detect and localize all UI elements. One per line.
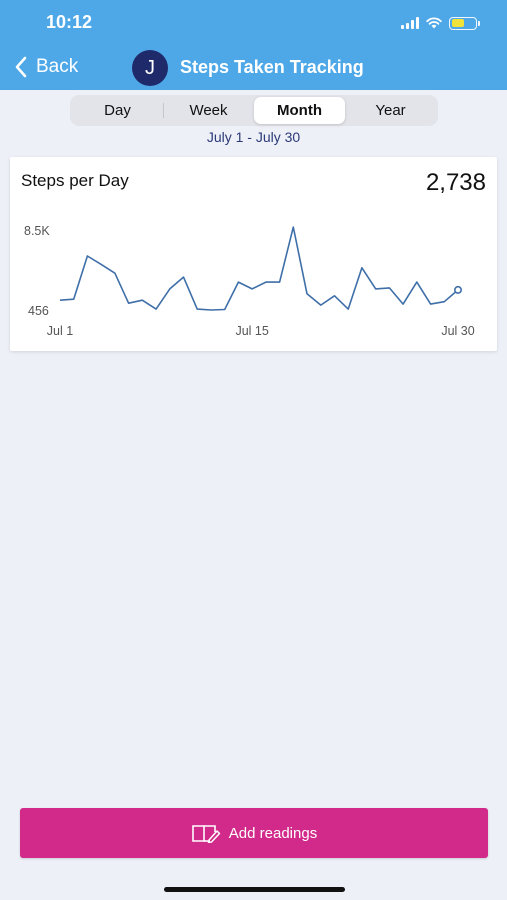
y-tick-label: 8.5K [24,224,50,238]
steps-line-chart: 8.5K 456 Jul 1 Jul 15 Jul 30 [24,224,475,338]
nav-row: Back J Steps Taken Tracking [0,44,507,90]
back-button[interactable]: Back [14,54,78,80]
status-time: 10:12 [46,12,93,32]
date-range-label: July 1 - July 30 [206,129,301,145]
steps-chart-card: Steps per Day 2,738 8.5K 456 Jul 1 Jul 15 Ju… [10,157,497,351]
steps-value: 2,738 [425,169,486,196]
segment-month[interactable]: Month [254,97,345,124]
series-line [59,226,459,311]
add-readings-label: Add readings [228,824,318,842]
wifi-icon [426,17,442,29]
x-tick-label: Jul 15 [235,324,268,338]
chart-title: Steps per Day [21,171,129,190]
back-label: Back [36,56,79,77]
y-tick-label: 456 [28,304,49,318]
add-readings-button[interactable]: Add readings [20,808,488,858]
header-bar: 10:12 Back J Steps Taken Tracking [0,0,507,90]
battery-icon [449,16,480,30]
page-title: Steps Taken Tracking [180,57,364,77]
home-indicator [164,887,345,892]
segment-year[interactable]: Year [375,102,406,119]
avatar[interactable]: J [132,50,168,86]
chevron-left-icon [15,56,27,78]
x-tick-label: Jul 30 [441,324,474,338]
segment-week[interactable]: Week [163,97,254,124]
edit-notebook-icon [191,825,221,843]
status-icons [401,14,480,32]
cellular-signal-icon [401,17,419,29]
x-tick-label: Jul 1 [47,324,73,338]
segment-day[interactable]: Day [104,102,131,119]
selected-data-point[interactable] [453,285,462,294]
period-segmented-control: Day Week Month Year [70,95,438,126]
status-bar: 10:12 [0,0,507,44]
